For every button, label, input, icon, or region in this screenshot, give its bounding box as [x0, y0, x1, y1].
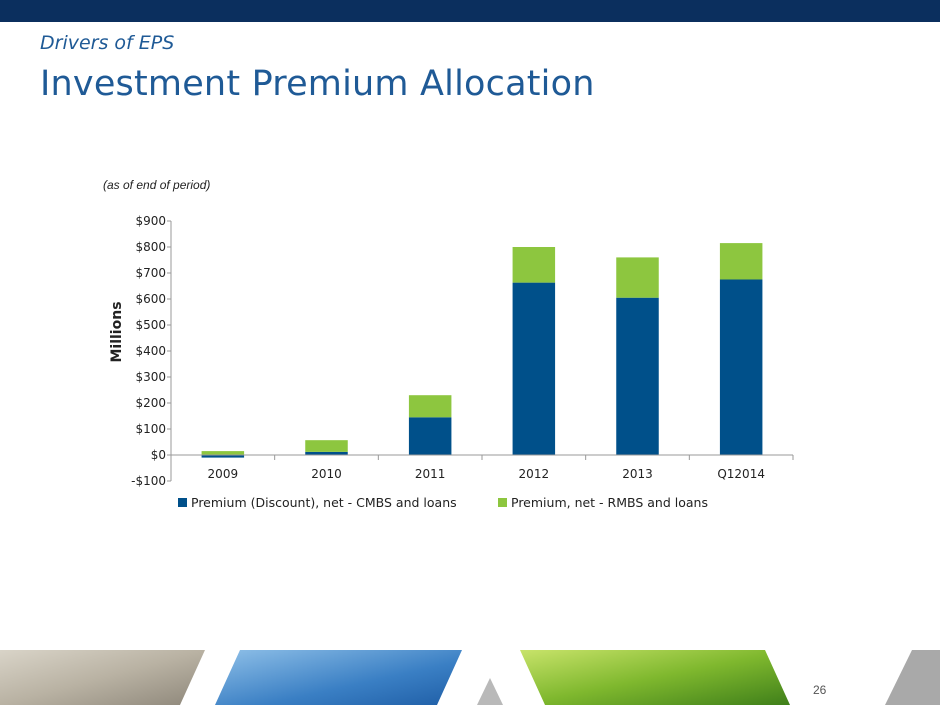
bar-rmbs	[512, 247, 556, 283]
triangle-accent	[477, 678, 503, 705]
bar-rmbs	[408, 395, 452, 418]
y-tick-label: $400	[135, 344, 166, 358]
y-tick-label: $900	[135, 214, 166, 228]
y-tick-label: $700	[135, 266, 166, 280]
bar-cmbs	[408, 417, 452, 455]
leaf-image	[520, 650, 790, 705]
x-axis: 2009 2010 2011 2012 2013 Q12014	[170, 454, 794, 481]
bar-cmbs	[616, 297, 659, 455]
y-tick-label: -$100	[131, 474, 166, 488]
y-tick-label: $600	[135, 292, 166, 306]
legend-item-rmbs: Premium, net - RMBS and loans	[498, 495, 708, 510]
legend-swatch-rmbs	[498, 498, 507, 507]
bar-rmbs	[305, 440, 348, 452]
rope-image	[0, 650, 205, 705]
slide-subtitle: Drivers of EPS	[40, 32, 175, 54]
bar-cmbs	[201, 455, 245, 458]
period-note: (as of end of period)	[103, 178, 211, 192]
slide-title: Investment Premium Allocation	[40, 64, 595, 104]
bar-cmbs	[305, 451, 348, 455]
legend-label-cmbs: Premium (Discount), net - CMBS and loans	[191, 495, 457, 510]
y-tick-label: $200	[135, 396, 166, 410]
bar-series	[201, 243, 763, 458]
bar-rmbs	[201, 451, 245, 455]
legend-label-rmbs: Premium, net - RMBS and loans	[511, 495, 708, 510]
x-tick-label: 2012	[519, 467, 550, 481]
y-tick-label: $500	[135, 318, 166, 332]
bar-cmbs	[512, 282, 556, 455]
top-banner	[0, 0, 940, 22]
y-tick-label: $100	[135, 422, 166, 436]
gray-accent	[885, 650, 940, 705]
bar-rmbs	[719, 243, 763, 280]
y-axis-label: Millions	[109, 301, 125, 362]
y-tick-label: $800	[135, 240, 166, 254]
bar-rmbs	[616, 257, 659, 298]
x-tick-label: 2010	[311, 467, 342, 481]
legend-item-cmbs: Premium (Discount), net - CMBS and loans	[178, 495, 457, 510]
x-tick-label: 2011	[415, 467, 446, 481]
bar-cmbs	[719, 279, 763, 455]
x-tick-label: 2013	[622, 467, 653, 481]
x-tick-label: 2009	[208, 467, 239, 481]
y-tick-label: $0	[151, 448, 166, 462]
legend-swatch-cmbs	[178, 498, 187, 507]
x-tick-label: Q12014	[717, 467, 765, 481]
footer-image-strip	[0, 650, 940, 705]
y-axis: -$100 $0 $100 $200 $300 $400 $500 $600 $700 $800 $…	[131, 214, 172, 488]
page-number: 26	[813, 683, 827, 697]
y-tick-label: $300	[135, 370, 166, 384]
sky-image	[215, 650, 462, 705]
